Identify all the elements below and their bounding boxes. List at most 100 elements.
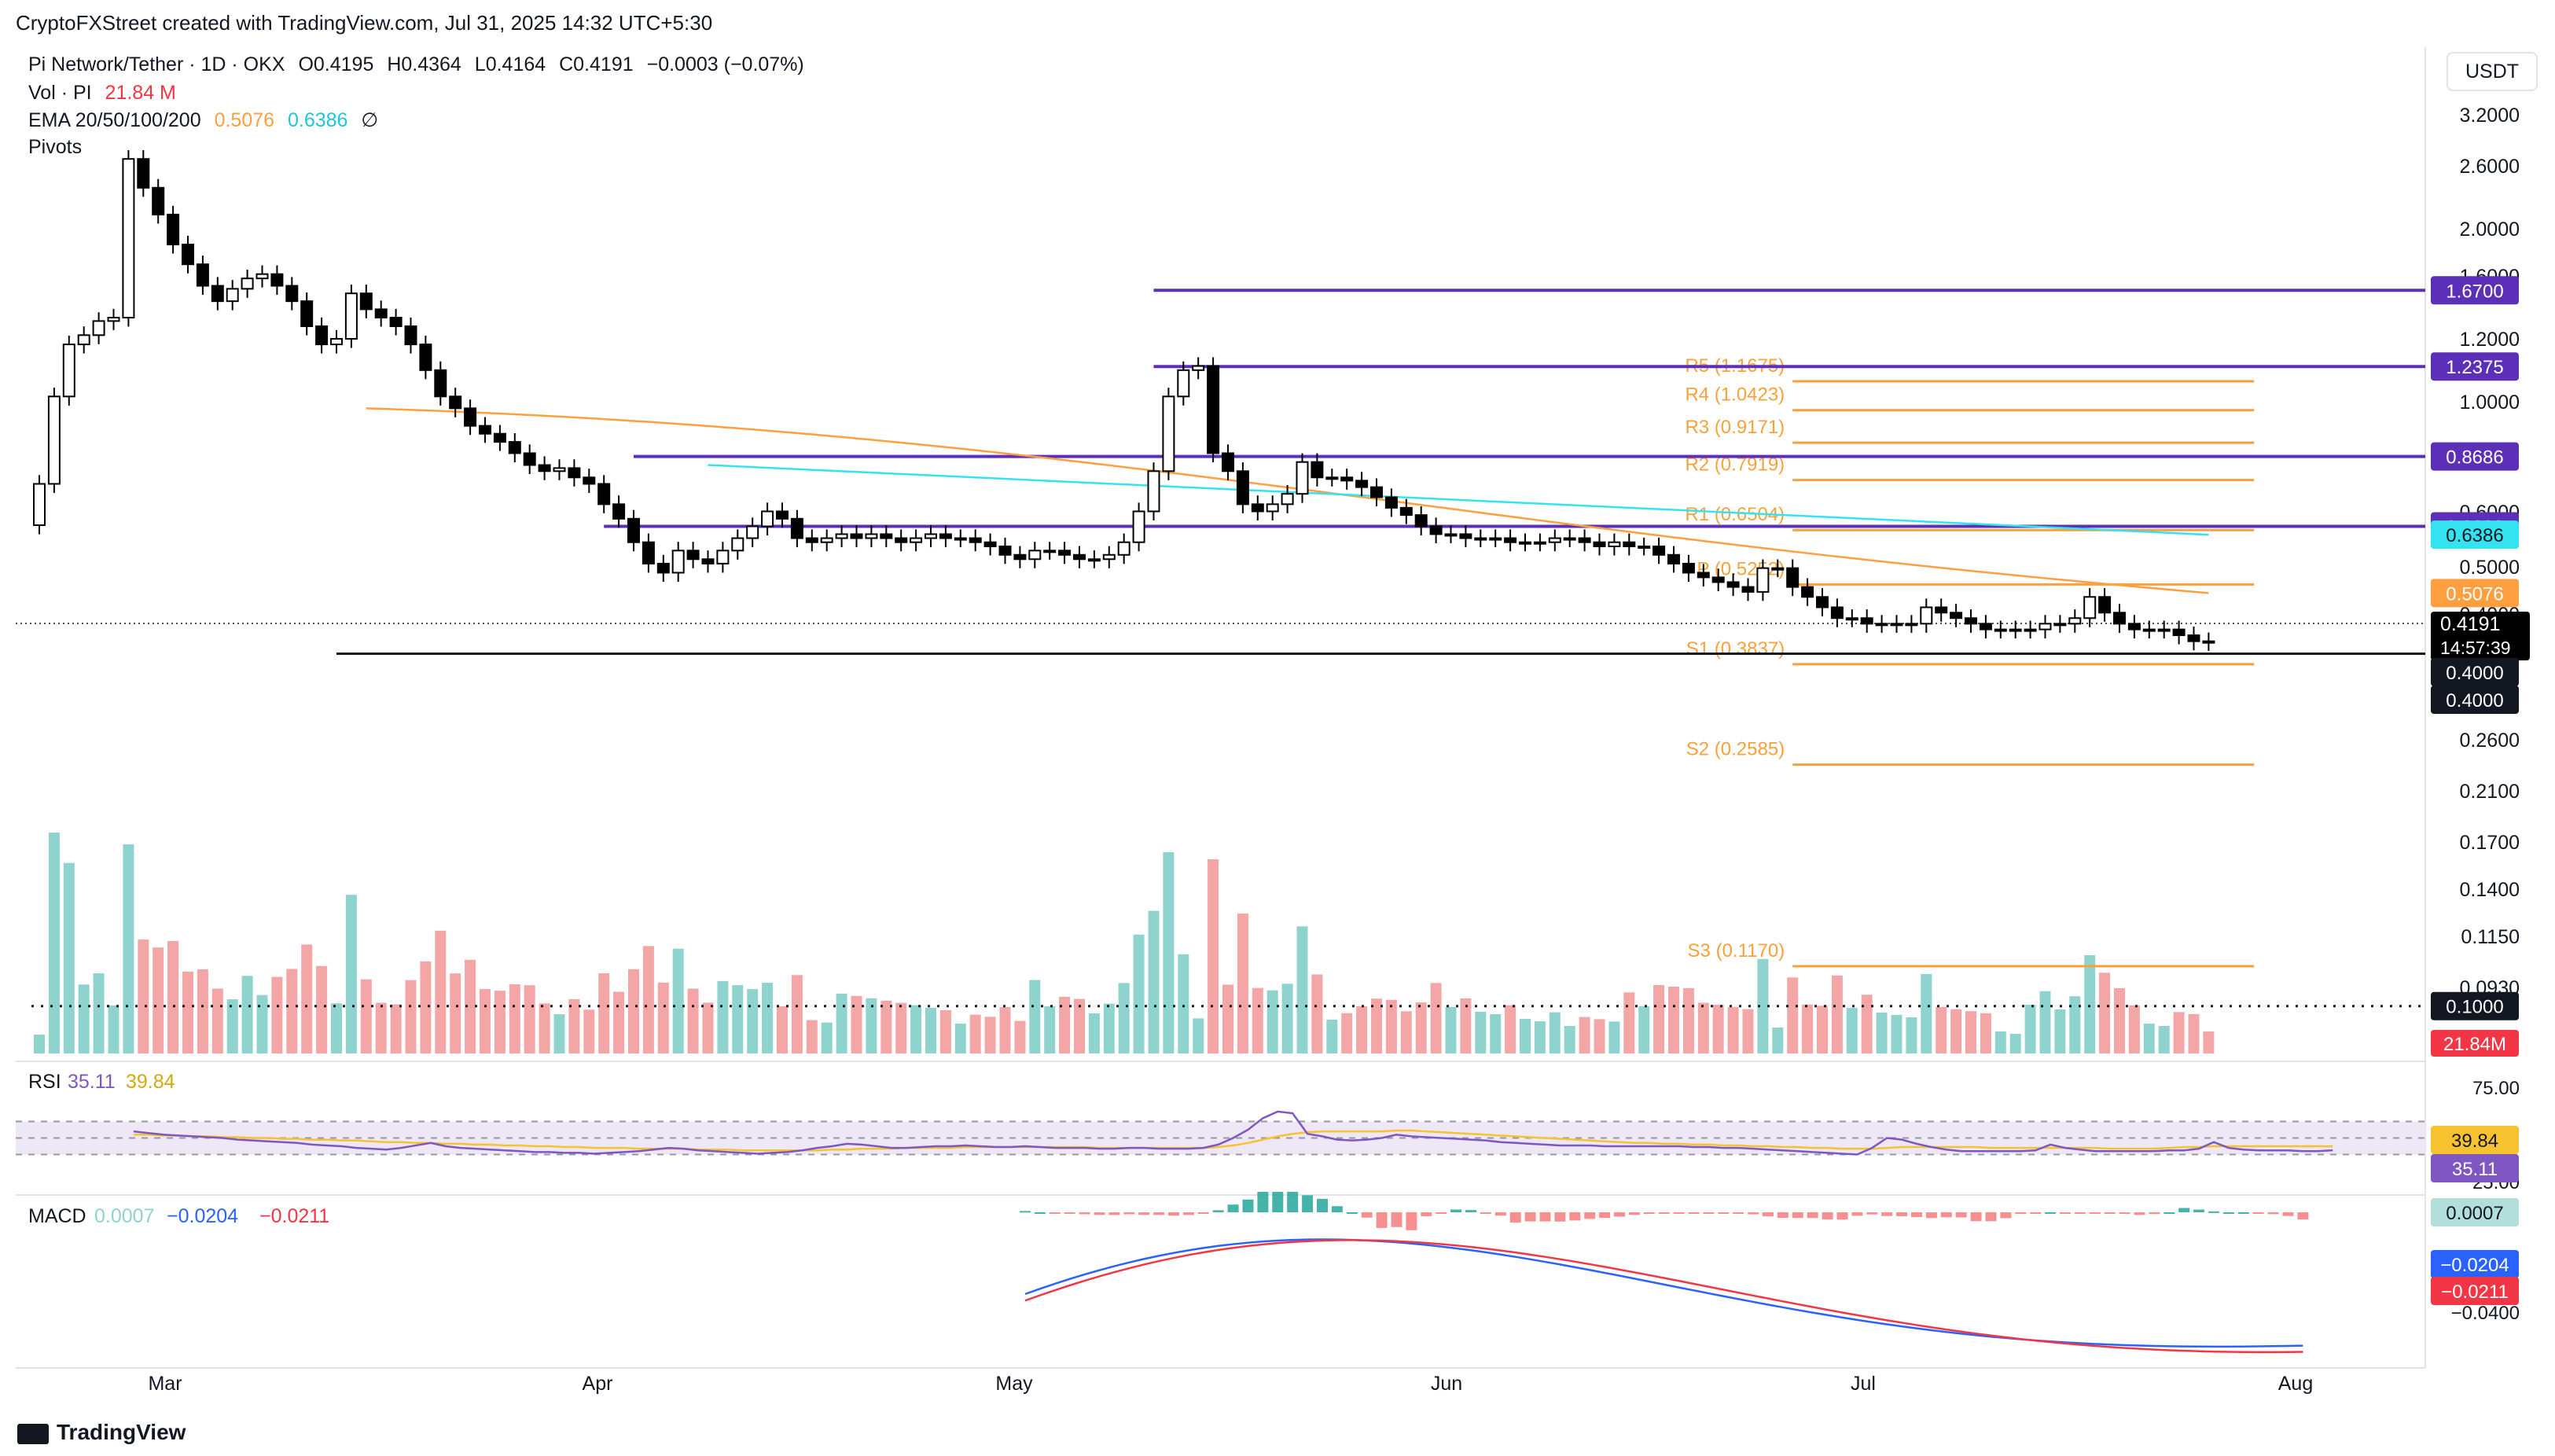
candle-body	[612, 503, 626, 520]
candle-body	[642, 541, 655, 564]
candle-body	[925, 533, 937, 539]
price-tick: 0.1400	[2460, 879, 2520, 901]
macd-histogram-bar	[2045, 1212, 2057, 1214]
price-axis[interactable]: 3.20002.60002.00001.60001.20001.00000.80…	[16, 105, 2530, 1324]
candle-body	[523, 452, 536, 466]
candle-body	[1593, 541, 1606, 547]
candle-body	[1132, 510, 1145, 543]
symbol-legend[interactable]: Pi Network/Tether · 1D · OKX O0.4195 H0.…	[28, 53, 812, 76]
volume-bar	[1787, 977, 1799, 1053]
candlesticks[interactable]	[33, 150, 2215, 651]
volume-bar	[1861, 995, 1873, 1053]
volume-bar	[1311, 974, 1323, 1053]
volume-bar	[2069, 996, 2081, 1053]
candle-body	[1311, 461, 1324, 479]
signal-value: −0.0211	[259, 1205, 329, 1227]
volume-bar	[494, 991, 505, 1053]
macd-histogram-bar	[2222, 1212, 2234, 1214]
ema-legend[interactable]: EMA 20/50/100/200 0.5076 0.6386 ∅	[28, 108, 386, 132]
volume-bar	[93, 973, 105, 1053]
macd-histogram-bar	[1569, 1212, 1581, 1221]
rsi-tag: 35.11	[2452, 1159, 2498, 1180]
candle-body	[1325, 476, 1339, 480]
volume-bar	[2024, 1005, 2036, 1053]
volume-bar	[1193, 1018, 1204, 1053]
volume-bar	[1697, 1002, 1709, 1053]
rsi-title: RSI	[28, 1071, 61, 1093]
candle-body	[1711, 576, 1725, 583]
close-value: C0.4191	[559, 53, 634, 75]
candle-body	[1623, 541, 1636, 547]
currency-button[interactable]: USDT	[2447, 52, 2538, 91]
volume-bar	[1653, 984, 1665, 1053]
candle-body	[969, 537, 982, 543]
symbol-name[interactable]: Pi Network/Tether · 1D · OKX	[28, 53, 285, 75]
volume-bar	[509, 984, 520, 1053]
candle-body	[1177, 369, 1190, 398]
volume-bar	[1266, 990, 1278, 1053]
volume-bar	[1029, 980, 1041, 1053]
macd-histogram-bar	[1153, 1212, 1165, 1215]
macd-title: MACD	[28, 1205, 86, 1227]
price-tick: 0.1150	[2461, 926, 2520, 948]
macd-histogram-bar	[1777, 1212, 1788, 1219]
volume-bar	[108, 1005, 119, 1053]
candle-body	[1875, 623, 1888, 627]
volume-legend[interactable]: Vol · PI 21.84 M	[28, 82, 184, 105]
candle-body	[1741, 586, 1755, 593]
candle-body	[820, 537, 833, 543]
chart-credit: CryptoFXStreet created with TradingView.…	[16, 11, 713, 35]
macd-histogram-bar	[2060, 1212, 2071, 1214]
candle-body	[1935, 606, 1948, 614]
candle-body	[1474, 537, 1487, 541]
time-tick: Jun	[1431, 1373, 1462, 1395]
ema100-value: 0.5076	[214, 109, 275, 131]
candle-body	[2053, 623, 2067, 627]
rsi-ma-value: 39.84	[126, 1071, 175, 1093]
volume-bar	[78, 984, 90, 1053]
volume-bar	[360, 979, 372, 1053]
candle-body	[627, 517, 640, 543]
volume-bar	[1608, 1021, 1620, 1053]
price-tick: 0.2600	[2460, 730, 2520, 752]
volume-bar	[345, 895, 357, 1053]
candle-body	[701, 558, 715, 564]
macd-histogram-bar	[1182, 1212, 1194, 1215]
macd-histogram-bar	[1703, 1212, 1715, 1214]
candle-body	[2083, 596, 2097, 620]
volume-bar	[1505, 1005, 1516, 1053]
volume-bars	[31, 833, 2425, 1053]
macd-histogram-bar	[1836, 1212, 1848, 1220]
volume-bar	[1921, 973, 1932, 1053]
candle-body	[1296, 461, 1309, 495]
candle-body	[716, 550, 730, 564]
candle-body	[419, 344, 432, 371]
volume-label[interactable]: Vol · PI	[28, 82, 92, 104]
pivots-legend[interactable]: Pivots	[28, 136, 83, 158]
volume-bar	[1222, 984, 1233, 1053]
candle-body	[2157, 628, 2171, 632]
volume-bar	[954, 1024, 966, 1053]
pivot-label: R4 (1.0423)	[1685, 384, 1785, 406]
volume-bar	[1757, 958, 1769, 1053]
time-tick: May	[995, 1373, 1033, 1395]
macd-histogram-bar	[1733, 1212, 1744, 1214]
candle-body	[1756, 567, 1770, 593]
volume-bar	[2084, 954, 2096, 1053]
volume-bar	[1178, 954, 1189, 1053]
candle-body	[1399, 506, 1413, 517]
volume-bar	[628, 969, 639, 1053]
candle-body	[241, 278, 254, 290]
candle-body	[1801, 586, 1814, 598]
macd-value: −0.0204	[167, 1205, 238, 1227]
volume-bar	[1385, 999, 1397, 1053]
time-axis[interactable]: Mar Apr May Jun Jul Aug	[16, 1367, 2425, 1395]
macd-histogram-bar	[1331, 1206, 1343, 1212]
ema-label[interactable]: EMA 20/50/100/200	[28, 109, 201, 131]
candle-body	[538, 464, 551, 472]
macd-hist-tag-bg	[2431, 1198, 2519, 1226]
volume-bar	[539, 1003, 550, 1053]
volume-bar	[1326, 1020, 1338, 1053]
macd-histogram-bar	[1628, 1212, 1640, 1215]
